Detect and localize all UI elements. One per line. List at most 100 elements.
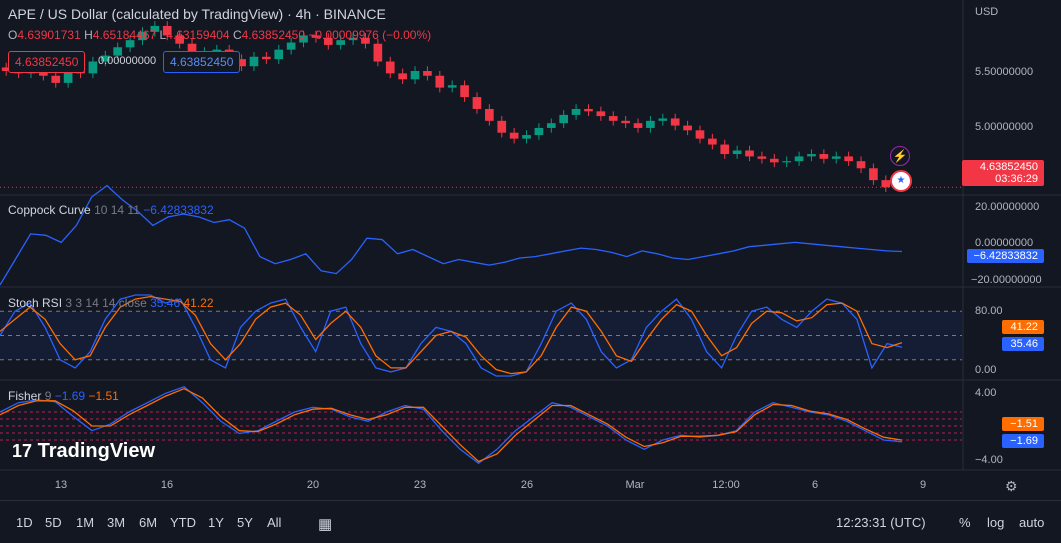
- candle-body: [323, 37, 333, 45]
- coppock-tick-neg20: −20.00000000: [971, 274, 1042, 286]
- settings-gear-icon[interactable]: ⚙: [1005, 478, 1018, 494]
- auto-toggle[interactable]: auto: [1019, 515, 1045, 530]
- candle-body: [348, 37, 358, 41]
- timeframe-5d[interactable]: 5D: [45, 515, 62, 530]
- coppock-value: −6.42833832: [143, 203, 214, 217]
- chart-canvas[interactable]: [0, 0, 1061, 500]
- coppock-legend[interactable]: Coppock Curve 10 14 11 −6.42833832: [8, 203, 214, 217]
- candle-body: [844, 156, 853, 162]
- timeframe-1d[interactable]: 1D: [16, 515, 33, 530]
- price-tick-5-0: 5.00000000: [975, 121, 1034, 133]
- date-range-icon[interactable]: ▦: [318, 516, 333, 533]
- log-toggle[interactable]: log: [987, 515, 1005, 530]
- candle-body: [63, 66, 73, 83]
- stoch-k-axis-value: 35.46: [1002, 337, 1044, 351]
- candle-body: [472, 97, 482, 109]
- candle-body: [522, 135, 531, 139]
- fisher-lines: [0, 386, 962, 465]
- candle-body: [410, 71, 420, 80]
- fisher-series: [0, 386, 903, 465]
- fisher-name: Fisher: [8, 389, 42, 403]
- pane-separators: [0, 0, 1061, 471]
- percent-toggle[interactable]: %: [959, 515, 971, 530]
- candle-body: [125, 40, 135, 48]
- stoch-params: 3 3 14 14 close: [65, 296, 147, 310]
- currency-label[interactable]: USD: [975, 6, 999, 18]
- ohlc-values: O4.63901731 H4.65184467 L4.63159404 C4.6…: [8, 28, 431, 42]
- timeframe-1y[interactable]: 1Y: [208, 515, 224, 530]
- high-key: H: [84, 28, 93, 42]
- candle-body: [274, 49, 284, 60]
- candle-body: [162, 25, 172, 36]
- tradingview-watermark: 17 TradingView: [12, 440, 155, 463]
- time-label: 23: [413, 479, 427, 491]
- fisher-trigger-series: [0, 387, 903, 463]
- stoch-name: Stoch RSI: [8, 296, 63, 310]
- time-label: 20: [306, 479, 320, 491]
- coppock-series: [0, 184, 903, 286]
- candle-body: [311, 35, 321, 38]
- candle-body: [249, 56, 259, 67]
- timeframe-5y[interactable]: 5Y: [237, 515, 253, 530]
- candle-body: [373, 43, 383, 62]
- fisher-tick-neg4: −4.00: [975, 454, 1003, 466]
- candle-body: [658, 118, 668, 121]
- timeframe-ytd[interactable]: YTD: [170, 515, 196, 530]
- candle-body: [757, 156, 767, 159]
- stoch-k-value: 35.46: [150, 296, 181, 310]
- timeframe-6m[interactable]: 6M: [139, 515, 158, 530]
- candle-body: [794, 156, 804, 162]
- buy-button[interactable]: 4.63852450: [163, 51, 241, 73]
- candle-body: [398, 73, 407, 80]
- stoch-d-axis-value: 41.22: [1002, 320, 1044, 334]
- candle-body: [646, 120, 655, 128]
- coppock-curve-line: [0, 184, 903, 286]
- coppock-axis-value: −6.42833832: [967, 249, 1044, 263]
- lightning-icon[interactable]: ⚡: [890, 146, 910, 166]
- us-flag-icon[interactable]: ★: [890, 170, 912, 192]
- clock-readout[interactable]: 12:23:31 (UTC): [836, 515, 926, 530]
- candle-body: [708, 138, 717, 145]
- stoch-legend[interactable]: Stoch RSI 3 3 14 14 close 35.46 41.22: [8, 296, 214, 310]
- candle-body: [175, 35, 184, 44]
- candle-body: [559, 114, 569, 124]
- last-price-value: 4.63852450: [979, 161, 1038, 173]
- candle-body: [212, 49, 222, 53]
- candle-body: [385, 61, 395, 74]
- stoch-tick-0: 0.00: [975, 364, 997, 376]
- candle-body: [485, 108, 494, 121]
- candle-body: [113, 47, 123, 56]
- candle-body: [769, 158, 779, 163]
- symbol-title[interactable]: APE / US Dollar (calculated by TradingVi…: [8, 6, 386, 22]
- close-value: 4.63852450: [241, 28, 306, 42]
- stoch-d-series: [0, 295, 903, 375]
- candle-body: [831, 156, 841, 159]
- coppock-name: Coppock Curve: [8, 203, 91, 217]
- candle-body: [819, 154, 829, 159]
- timeframe-1m[interactable]: 1M: [76, 515, 95, 530]
- candle-body: [869, 168, 878, 181]
- price-tick-5-5: 5.50000000: [975, 66, 1034, 78]
- low-value: 4.63159404: [166, 28, 230, 42]
- sell-button[interactable]: 4.63852450: [8, 51, 86, 73]
- fisher-legend[interactable]: Fisher 9 −1.69 −1.51: [8, 389, 119, 403]
- price-candles: [0, 21, 962, 192]
- candle-body: [782, 161, 792, 163]
- time-label: 13: [54, 479, 68, 491]
- candle-body: [286, 42, 296, 50]
- candle-body: [633, 123, 643, 128]
- timeframe-3m[interactable]: 3M: [107, 515, 126, 530]
- timeframe-all[interactable]: All: [267, 515, 282, 530]
- candle-body: [1, 67, 11, 72]
- fisher-tick-4: 4.00: [975, 387, 997, 399]
- stoch-rsi-lines: [0, 294, 962, 377]
- candle-body: [460, 85, 469, 98]
- open-value: 4.63901731: [17, 28, 81, 42]
- fisher-trigger-value: −1.51: [88, 389, 119, 403]
- fisher-axis-value: −1.69: [1002, 434, 1044, 448]
- candle-body: [670, 118, 680, 126]
- bottom-toolbar: 1D 5D 1M 3M 6M YTD 1Y 5Y All ▦ 12:23:31 (UTC) % …: [0, 500, 1061, 543]
- time-label: 12:00: [712, 479, 740, 491]
- low-key: L: [159, 28, 167, 42]
- candle-body: [571, 108, 581, 115]
